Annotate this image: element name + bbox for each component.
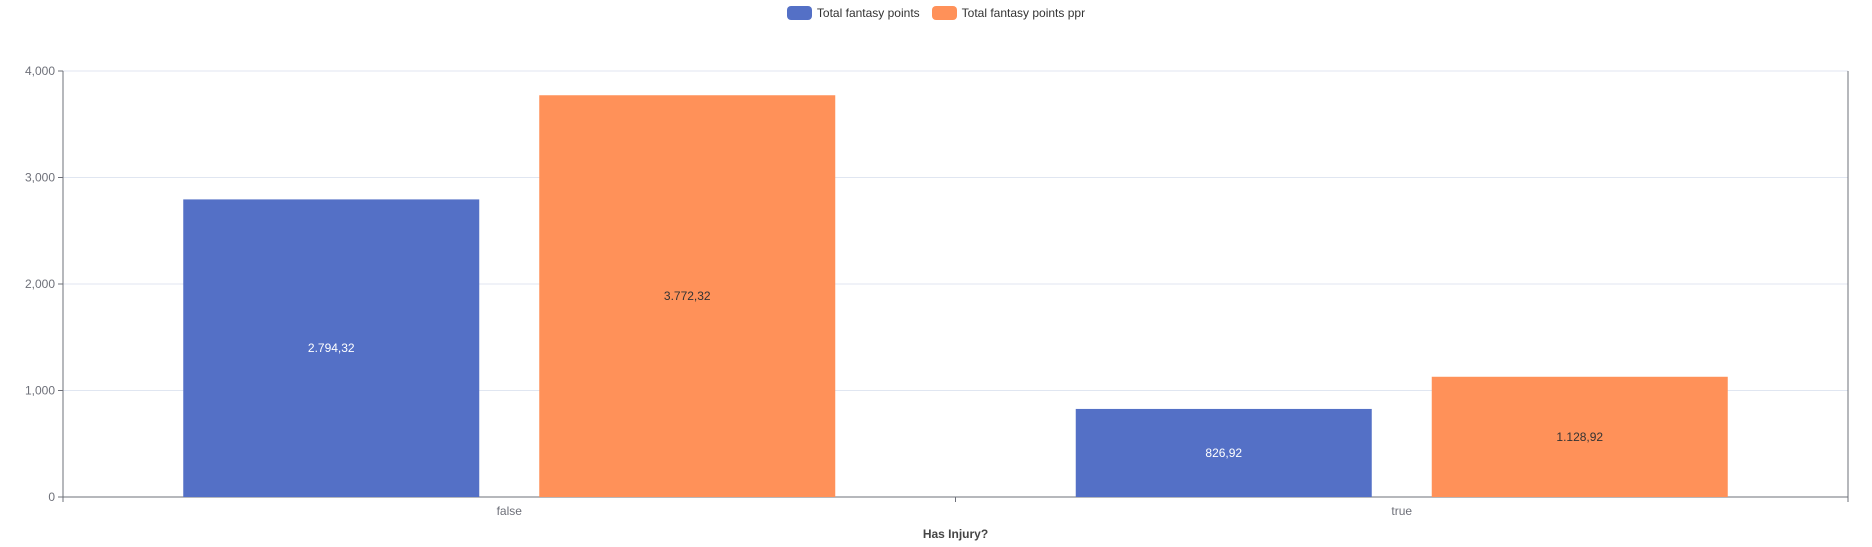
bar-data-label: 1.128,92 [1556,430,1603,444]
bar-data-label: 2.794,32 [308,341,355,355]
x-axis-title: Has Injury? [923,527,988,541]
legend-swatch-total-fantasy-points-ppr [931,6,957,20]
bar [1075,408,1372,497]
legend-item-total-fantasy-points-ppr[interactable]: Total fantasy points ppr [931,6,1086,20]
y-tick-label: 0 [48,490,55,504]
bar [539,95,836,497]
bar [183,199,480,498]
legend-swatch-total-fantasy-points [786,6,812,20]
bar [1431,376,1728,497]
bar-data-label: 826,92 [1205,446,1242,460]
y-tick-label: 3,000 [25,171,55,185]
legend-label-total-fantasy-points: Total fantasy points [816,6,920,20]
legend: Total fantasy points Total fantasy point… [0,4,1872,22]
legend-label-total-fantasy-points-ppr: Total fantasy points ppr [961,6,1086,20]
x-tick-label: false [497,504,523,518]
y-tick-label: 4,000 [25,64,55,78]
x-tick-label: true [1391,504,1412,518]
y-tick-label: 1,000 [25,384,55,398]
legend-item-total-fantasy-points[interactable]: Total fantasy points [786,6,920,20]
y-tick-label: 2,000 [25,277,55,291]
bar-data-label: 3.772,32 [664,289,711,303]
